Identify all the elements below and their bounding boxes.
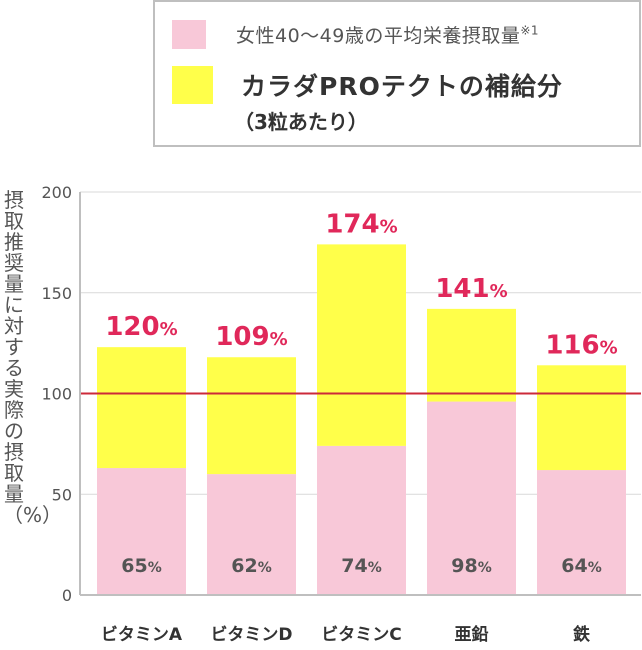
bar-supplement-segment — [207, 357, 296, 475]
total-label: 141% — [435, 274, 507, 304]
y-tick-label: 0 — [62, 586, 72, 605]
legend-supplement-label: カラダPROテクトの補給分 — [241, 72, 563, 101]
legend-swatch-yellow — [172, 66, 213, 104]
base-label: 62% — [231, 555, 271, 577]
legend: 女性40〜49歳の平均栄養摂取量※1 カラダPROテクトの補給分 （3粒あたり） — [153, 0, 641, 147]
y-tick-label: 100 — [41, 385, 72, 404]
bar-base-segment — [317, 445, 406, 595]
total-label: 120% — [105, 312, 177, 342]
x-category-label: ビタミンC — [321, 625, 401, 645]
x-category-label: ビタミンD — [210, 625, 292, 645]
base-label: 64% — [561, 555, 601, 577]
legend-base-note: ※1 — [520, 23, 540, 38]
bar-supplement-segment — [317, 244, 406, 446]
bar-base-segment — [537, 470, 626, 595]
legend-item-supplement: カラダPROテクトの補給分 — [172, 66, 563, 104]
bar-supplement-segment — [427, 308, 516, 402]
y-tick-label: 200 — [41, 183, 72, 202]
total-label: 109% — [215, 322, 287, 352]
x-category-label: 鉄 — [573, 624, 590, 645]
legend-swatch-pink — [172, 20, 206, 49]
base-label: 65% — [121, 555, 161, 577]
base-label: 74% — [341, 555, 381, 577]
bar-base-segment — [97, 468, 186, 595]
y-tick-label: 50 — [52, 485, 72, 504]
bar-base-segment — [427, 401, 516, 595]
legend-base-label: 女性40〜49歳の平均栄養摂取量 — [236, 25, 521, 47]
bar-supplement-segment — [537, 365, 626, 471]
total-label: 116% — [545, 330, 617, 360]
bar-supplement-segment — [97, 347, 186, 469]
y-tick-label: 150 — [41, 284, 72, 303]
legend-supplement-sub: （3粒あたり） — [234, 110, 368, 134]
base-label: 98% — [451, 555, 491, 577]
legend-item-base: 女性40〜49歳の平均栄養摂取量※1 — [172, 20, 539, 49]
x-category-label: ビタミンA — [101, 625, 183, 645]
bar-base-segment — [207, 474, 296, 595]
x-category-label: 亜鉛 — [455, 624, 489, 645]
total-label: 174% — [325, 209, 397, 239]
